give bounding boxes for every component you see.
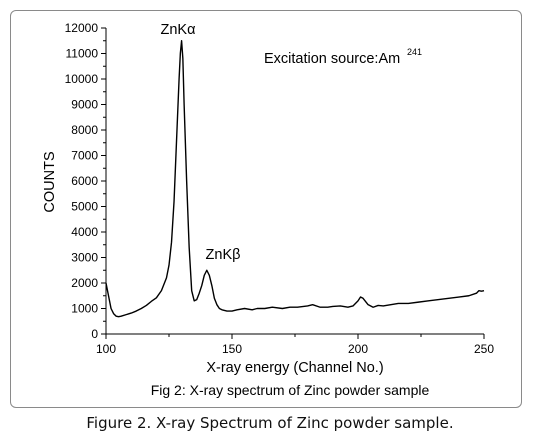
x-tick-label: 200 <box>348 342 368 356</box>
y-tick-label: 10000 <box>65 72 99 86</box>
figure-frame <box>10 10 522 408</box>
annotation-znka: ZnKα <box>161 22 196 38</box>
y-tick-label: 9000 <box>71 98 98 112</box>
annotation-znkb: ZnKβ <box>206 247 241 263</box>
x-tick-label: 150 <box>222 342 242 356</box>
y-tick-label: 6000 <box>71 174 98 188</box>
y-axis-title: COUNTS <box>42 151 58 212</box>
x-tick-label: 100 <box>96 342 116 356</box>
figure-caption: Fig 2: X-ray spectrum of Zinc powder sam… <box>151 382 430 398</box>
x-tick-label: 250 <box>474 342 494 356</box>
y-tick-label: 1000 <box>71 302 98 316</box>
y-tick-label: 3000 <box>71 251 98 265</box>
y-tick-label: 11000 <box>66 47 99 61</box>
page-caption: Figure 2. X-ray Spectrum of Zinc powder … <box>86 414 454 432</box>
y-tick-label: 5000 <box>71 200 98 214</box>
y-tick-label: 7000 <box>71 149 98 163</box>
y-tick-label: 2000 <box>71 276 98 290</box>
annotation-excitation-superscript: 241 <box>407 47 422 57</box>
series-line <box>105 40 485 318</box>
x-axis-title: X-ray energy (Channel No.) <box>206 360 383 376</box>
y-tick-label: 4000 <box>71 225 98 239</box>
y-tick-label: 0 <box>91 327 98 341</box>
y-tick-label: 8000 <box>71 123 98 137</box>
annotation-excitation: Excitation source:Am <box>264 51 400 67</box>
y-tick-label: 12000 <box>65 21 99 35</box>
